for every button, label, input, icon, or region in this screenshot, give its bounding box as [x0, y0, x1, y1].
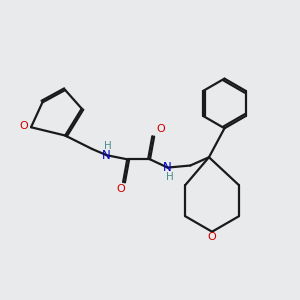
Text: N: N — [163, 161, 172, 174]
Text: N: N — [102, 149, 111, 162]
Text: O: O — [117, 184, 125, 194]
Text: O: O — [20, 121, 28, 131]
Text: H: H — [166, 172, 173, 182]
Text: H: H — [104, 141, 112, 151]
Text: O: O — [156, 124, 165, 134]
Text: O: O — [208, 232, 216, 242]
